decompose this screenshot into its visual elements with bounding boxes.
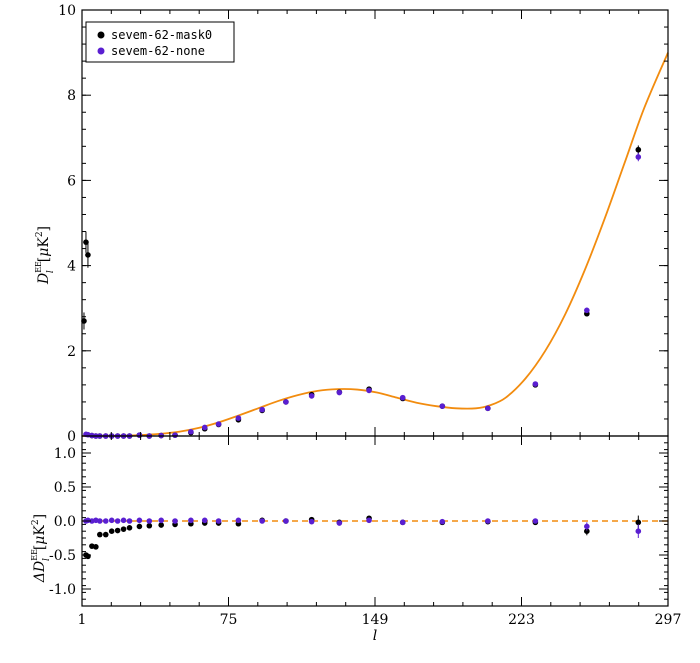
bottom-point-sevem-62-none	[97, 518, 103, 524]
bottom-point-sevem-62-none	[126, 518, 133, 524]
legend-label-none: sevem-62-none	[111, 44, 205, 58]
top-ytick-label: 6	[67, 173, 76, 189]
top-point-sevem-62-none	[399, 394, 406, 401]
top-panel: 0 2 4 6 8 10	[58, 3, 669, 445]
x-tick-label: 297	[655, 612, 682, 628]
bottom-point-sevem-62-none	[635, 528, 642, 534]
bottom-point-sevem-62-none	[188, 517, 194, 524]
top-point-sevem-62-none	[259, 406, 265, 413]
bottom-point-sevem-62-mask0	[584, 528, 590, 534]
top-point-sevem-62-none	[584, 307, 590, 314]
bottom-point-sevem-62-none	[158, 517, 164, 524]
top-ytick-label: 4	[67, 259, 76, 275]
top-point-sevem-62-mask0	[85, 252, 91, 258]
bottom-point-sevem-62-none	[584, 523, 590, 530]
bottom-point-sevem-62-none	[259, 518, 265, 524]
top-point-sevem-62-none	[201, 424, 208, 431]
top-point-sevem-62-none	[235, 415, 242, 421]
top-point-sevem-62-none	[172, 432, 178, 438]
top-point-sevem-62-none	[439, 403, 446, 409]
bottom-point-sevem-62-none	[439, 518, 446, 525]
top-y-axis-label: DEE l[μK2]	[34, 226, 56, 285]
legend: sevem-62-mask0 sevem-62-none	[85, 21, 235, 63]
bottom-point-sevem-62-none	[485, 518, 491, 524]
top-point-sevem-62-mask0	[83, 239, 89, 245]
bottom-point-sevem-62-none	[102, 518, 109, 524]
bottom-point-sevem-62-none	[366, 517, 372, 524]
bottom-point-sevem-62-mask0	[635, 519, 642, 526]
top-ytick-label: 8	[67, 88, 76, 104]
top-point-sevem-62-none	[635, 154, 642, 160]
bottom-ytick-label: 0.0	[54, 514, 76, 530]
top-point-sevem-62-none	[336, 389, 343, 396]
top-point-sevem-62-none	[283, 399, 289, 405]
bottom-point-sevem-62-none	[215, 518, 222, 524]
bottom-point-sevem-62-mask0	[108, 528, 115, 534]
bottom-point-sevem-62-none	[136, 517, 143, 524]
bottom-point-sevem-62-none	[283, 518, 289, 524]
bottom-ytick-label: 1.0	[54, 446, 76, 462]
bottom-point-sevem-62-none	[146, 518, 153, 524]
bottom-point-sevem-62-mask0	[97, 531, 103, 538]
bottom-point-sevem-62-mask0	[120, 526, 127, 532]
bottom-point-sevem-62-mask0	[158, 522, 164, 528]
legend-box	[85, 21, 235, 63]
bottom-point-sevem-62-mask0	[93, 544, 99, 550]
bottom-point-sevem-62-none	[308, 518, 315, 525]
bottom-point-sevem-62-mask0	[126, 525, 133, 531]
x-tick-label: 75	[220, 612, 238, 628]
bottom-point-sevem-62-none	[108, 517, 115, 524]
top-point-sevem-62-none	[215, 421, 222, 427]
bottom-point-sevem-62-none	[235, 517, 242, 524]
top-point-sevem-62-none	[532, 381, 539, 387]
top-frame	[81, 9, 669, 437]
top-model-curve	[81, 52, 669, 437]
bottom-point-sevem-62-none	[201, 517, 208, 524]
top-point-sevem-62-none	[308, 393, 315, 399]
x-tick-label: 149	[362, 612, 389, 628]
top-point-sevem-62-none	[136, 432, 143, 438]
bottom-point-sevem-62-none	[172, 518, 178, 524]
bottom-point-sevem-62-mask0	[102, 531, 109, 538]
bottom-point-sevem-62-mask0	[114, 527, 121, 534]
top-point-sevem-62-none	[366, 387, 372, 394]
bottom-point-sevem-62-none	[532, 518, 539, 524]
bottom-panel: -1.0 -0.5 0.0 0.5 1.0 1 75 149 223 297	[49, 435, 682, 628]
bottom-ytick-label: -0.5	[49, 548, 76, 564]
top-point-sevem-62-none	[188, 428, 194, 435]
bottom-point-sevem-62-none	[114, 518, 121, 524]
bottom-ytick-label: 0.5	[54, 480, 76, 496]
top-point-sevem-62-mask0	[635, 146, 642, 153]
legend-marker-none	[97, 47, 105, 55]
top-ytick-label: 10	[58, 3, 76, 19]
bottom-point-sevem-62-mask0	[146, 522, 153, 529]
bottom-point-sevem-62-none	[336, 520, 343, 526]
top-ytick-label: 2	[67, 344, 76, 360]
legend-label-mask0: sevem-62-mask0	[111, 28, 212, 42]
bottom-y-axis-label: ΔDEE l[μK2]	[30, 514, 52, 583]
top-point-sevem-62-none	[485, 405, 491, 412]
top-ytick-label: 0	[67, 429, 76, 445]
bottom-point-sevem-62-none	[120, 517, 127, 524]
x-tick-label: 1	[78, 612, 87, 628]
bottom-ytick-label: -1.0	[49, 582, 76, 598]
bottom-point-sevem-62-none	[399, 519, 406, 526]
legend-marker-mask0	[97, 31, 105, 39]
x-axis-label: l	[373, 628, 377, 644]
bottom-point-sevem-62-mask0	[136, 523, 143, 530]
x-tick-label: 223	[508, 612, 535, 628]
